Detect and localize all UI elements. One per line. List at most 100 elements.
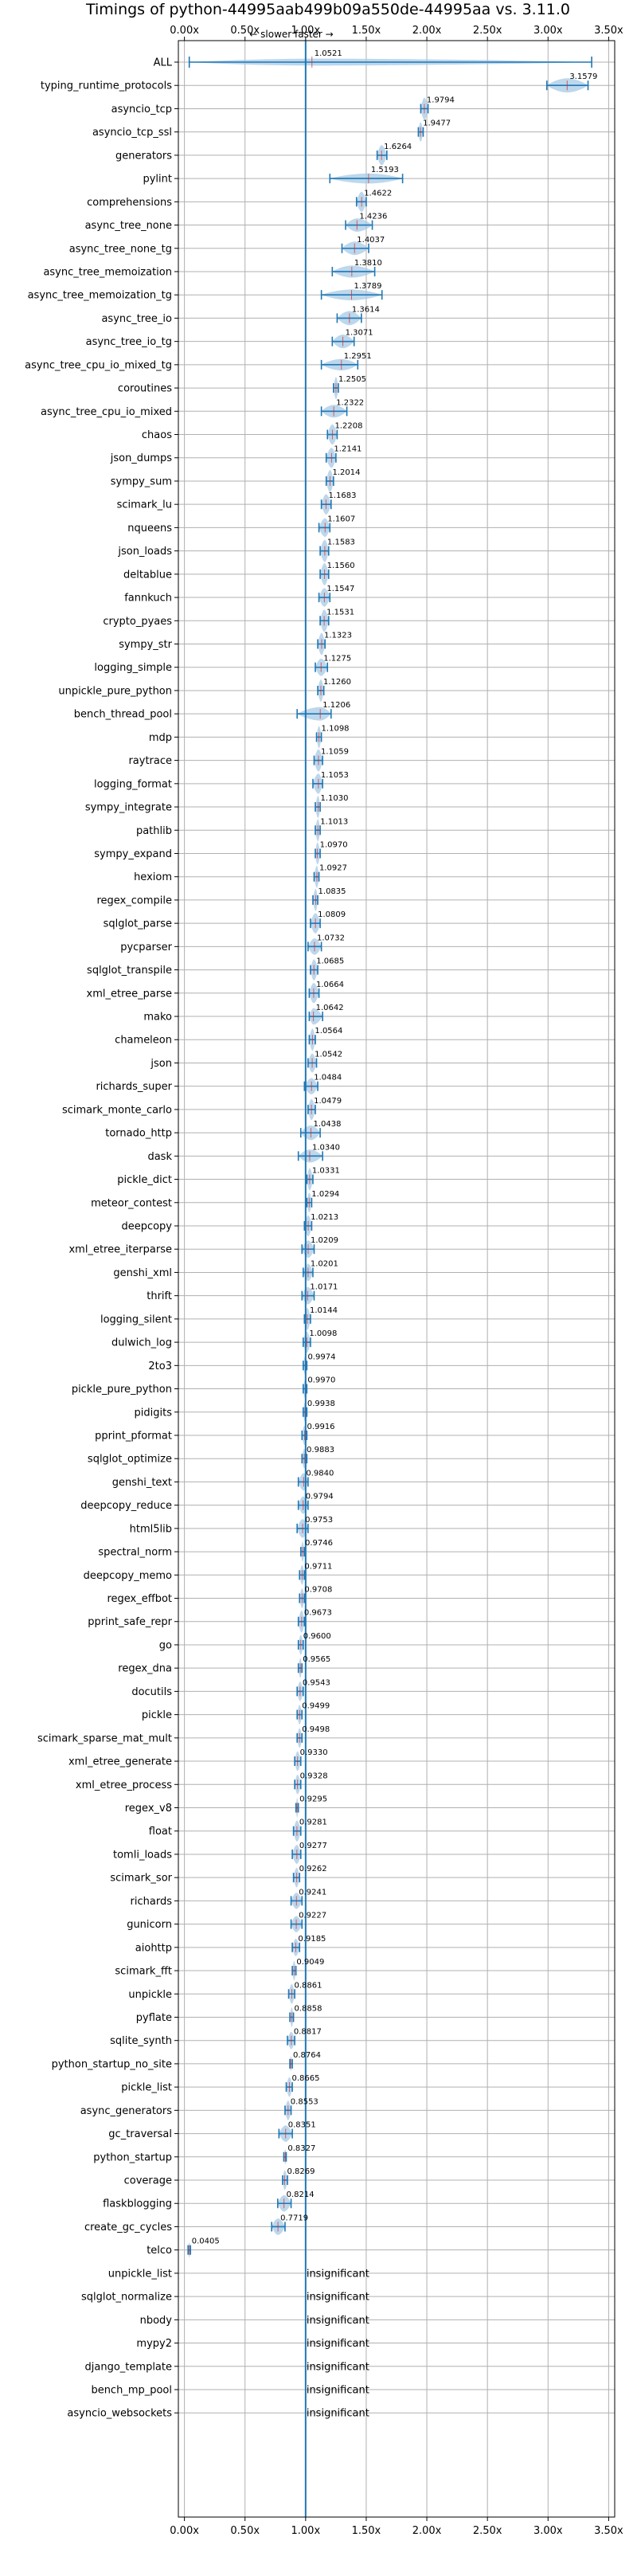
benchmark-label: richards xyxy=(131,1896,173,1908)
value-annotation: 1.1607 xyxy=(327,515,355,523)
value-annotation: 0.8665 xyxy=(292,2074,320,2083)
value-annotation: 1.0098 xyxy=(309,1329,337,1338)
benchmark-label: asyncio_websockets xyxy=(67,2408,172,2420)
value-annotation: 1.0201 xyxy=(311,1259,338,1268)
value-annotation: 1.1030 xyxy=(321,794,349,803)
benchmark-label: deepcopy_memo xyxy=(84,1570,172,1582)
plot-frame xyxy=(178,40,616,2518)
benchmark-label: sympy_expand xyxy=(94,848,172,860)
benchmark-label: async_tree_none xyxy=(85,220,172,232)
benchmark-label: richards_super xyxy=(96,1081,172,1093)
benchmark-label: sqlglot_transpile xyxy=(87,965,172,977)
benchmark-label: bench_mp_pool xyxy=(91,2385,172,2397)
benchmark-label: generators xyxy=(115,150,172,162)
x-tick-label-bottom: 0.00x xyxy=(170,2525,199,2537)
benchmark-label: scimark_fft xyxy=(115,1966,172,1978)
benchmark-label: pickle xyxy=(142,1709,172,1721)
benchmark-label: pickle_pure_python xyxy=(72,1384,172,1396)
x-tick-label-bottom: 1.50x xyxy=(352,2525,381,2537)
benchmark-label: sqlglot_parse xyxy=(104,918,172,930)
value-annotation: 0.9185 xyxy=(298,1935,326,1944)
value-annotation: 1.0171 xyxy=(310,1283,338,1292)
benchmark-label: regex_compile xyxy=(96,895,172,906)
value-annotation: 1.0927 xyxy=(319,864,347,873)
benchmark-label: coverage xyxy=(124,2175,172,2187)
x-axis-ticks: 0.00x 0.00x 0.50x 0.50x 1.00x 1.00x 1.50x 1.50x… xyxy=(170,25,623,2537)
benchmark-label: docutils xyxy=(131,1686,172,1698)
value-annotation: 1.1683 xyxy=(328,491,356,500)
benchmark-label: nbody xyxy=(140,2315,173,2327)
benchmark-label: go xyxy=(159,1639,172,1651)
benchmark-label: async_tree_cpu_io_mixed xyxy=(41,406,172,418)
benchmark-label: xml_etree_process xyxy=(76,1779,172,1791)
benchmark-label: logging_simple xyxy=(94,662,172,674)
value-annotation: 1.1053 xyxy=(321,771,349,780)
grid-layer xyxy=(178,41,615,2517)
value-annotation: 1.1531 xyxy=(326,608,354,617)
benchmark-label: scimark_monte_carlo xyxy=(62,1104,172,1116)
value-annotation: 0.9938 xyxy=(307,1400,335,1408)
value-annotation: 1.0664 xyxy=(316,981,344,989)
benchmark-label: typing_runtime_protocols xyxy=(41,80,172,92)
value-annotation: 1.0294 xyxy=(311,1190,339,1199)
x-tick-label-bottom: 1.00x xyxy=(291,2525,321,2537)
value-annotation: 1.9477 xyxy=(423,119,451,128)
value-annotation: 1.4037 xyxy=(357,236,385,245)
benchmark-label: sqlglot_optimize xyxy=(88,1454,172,1466)
benchmark-label: unpickle_list xyxy=(108,2268,172,2280)
insignificant-label: insignificant xyxy=(307,2315,369,2327)
benchmark-label: sympy_str xyxy=(119,639,172,651)
value-annotation: 0.9974 xyxy=(307,1353,335,1361)
value-annotation: 0.9498 xyxy=(302,1725,330,1734)
value-annotation: 0.8269 xyxy=(287,2167,315,2176)
x-tick-label-top: 1.50x xyxy=(352,25,381,37)
benchmark-label: xml_etree_parse xyxy=(87,988,172,1000)
value-annotation: 1.1547 xyxy=(326,585,354,593)
value-annotation: 1.0144 xyxy=(310,1306,338,1315)
benchmark-label: pycparser xyxy=(120,942,172,953)
benchmark-label: chaos xyxy=(142,429,172,441)
value-annotation: 1.2208 xyxy=(334,422,362,431)
benchmark-label: gc_traversal xyxy=(108,2128,172,2140)
benchmark-label: deepcopy xyxy=(121,1221,172,1233)
benchmark-label: spectral_norm xyxy=(98,1547,172,1559)
benchmark-label: xml_etree_iterparse xyxy=(68,1244,172,1256)
value-annotation: 1.0213 xyxy=(311,1213,338,1222)
value-annotation: 0.0405 xyxy=(192,2237,220,2246)
value-annotation: 0.9330 xyxy=(300,1748,328,1757)
value-annotation: 0.9673 xyxy=(304,1609,332,1618)
benchmark-label: async_tree_memoization xyxy=(43,266,172,278)
value-annotation: 0.8858 xyxy=(294,2004,322,2013)
benchmark-label: python_startup xyxy=(93,2151,172,2163)
benchmark-label: asyncio_tcp_ssl xyxy=(92,127,172,139)
x-tick-label-top: 3.00x xyxy=(533,25,563,37)
benchmark-label: async_tree_memoization_tg xyxy=(28,290,172,302)
benchmark-label: aiohttp xyxy=(135,1942,172,1954)
value-annotation: 1.1323 xyxy=(324,632,352,640)
value-annotation: 3.1579 xyxy=(569,72,597,81)
value-annotation: 0.8861 xyxy=(294,1981,322,1990)
value-annotation: 1.1260 xyxy=(323,678,351,687)
value-annotation: 1.2014 xyxy=(332,468,360,477)
direction-label: ← slower faster → xyxy=(249,29,333,40)
benchmark-label: genshi_text xyxy=(112,1477,172,1489)
value-annotation: 1.0809 xyxy=(318,910,346,919)
value-annotation: 1.0331 xyxy=(312,1167,340,1176)
benchmark-label: sqlglot_normalize xyxy=(81,2292,172,2304)
benchmark-label: regex_effbot xyxy=(107,1593,172,1605)
benchmark-label: logging_format xyxy=(94,778,172,790)
value-annotation: 0.9277 xyxy=(299,1842,327,1850)
value-annotation: 0.9543 xyxy=(303,1678,330,1687)
benchmark-label: comprehensions xyxy=(87,197,172,209)
value-annotation: 0.9328 xyxy=(300,1771,328,1780)
benchmark-label: async_tree_io_tg xyxy=(86,336,172,348)
value-annotation: 1.1275 xyxy=(323,655,351,664)
x-tick-label-top: 2.50x xyxy=(473,25,502,37)
chart-title: Timings of python-44995aab499b09a550de-4… xyxy=(85,1,570,18)
value-annotation: 1.0732 xyxy=(317,934,345,942)
benchmark-label: fannkuch xyxy=(124,593,172,605)
insignificant-label: insignificant xyxy=(307,2268,369,2280)
value-annotation: 0.8764 xyxy=(293,2051,321,2060)
value-annotation: 0.9840 xyxy=(306,1469,334,1478)
value-annotation: 1.0521 xyxy=(315,49,342,58)
